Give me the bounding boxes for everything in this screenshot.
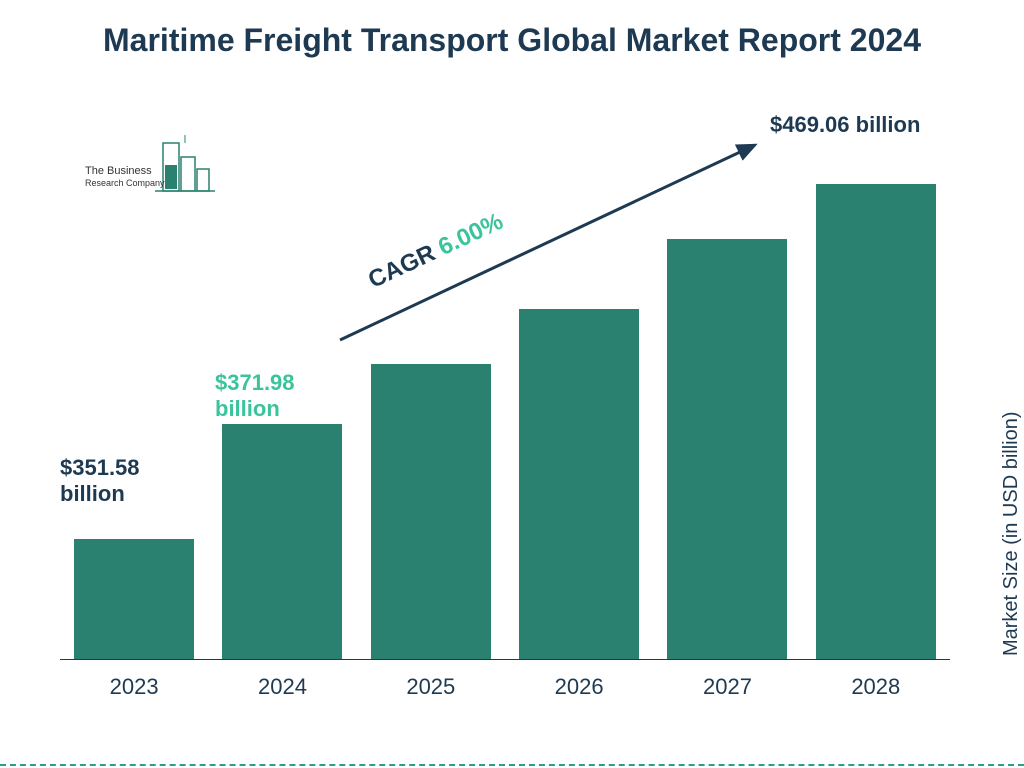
y-axis-label: Market Size (in USD billion) [1001,412,1024,657]
x-axis-label: 2028 [816,674,936,700]
bottom-dashed-line [0,764,1024,766]
value-label: $351.58billion [60,455,140,508]
bar [222,424,342,659]
x-axis-labels: 2023 2024 2025 2026 2027 2028 [60,674,950,700]
bar-slot [667,239,787,659]
x-axis-label: 2023 [74,674,194,700]
bar-slot [74,539,194,659]
value-label: $371.98billion [215,370,295,423]
bar-slot [371,364,491,659]
value-label: $469.06 billion [770,112,920,138]
chart-area: 2023 2024 2025 2026 2027 2028 [60,120,950,710]
bar [816,184,936,659]
bar [371,364,491,659]
x-axis-label: 2027 [667,674,787,700]
bar-slot [519,309,639,659]
bar [667,239,787,659]
x-axis-label: 2025 [371,674,491,700]
x-axis-label: 2026 [519,674,639,700]
chart-title: Maritime Freight Transport Global Market… [0,0,1024,70]
bar-slot [816,184,936,659]
bar [519,309,639,659]
bar-slot [222,424,342,659]
bar [74,539,194,659]
bars-container [60,140,950,660]
x-axis-label: 2024 [222,674,342,700]
